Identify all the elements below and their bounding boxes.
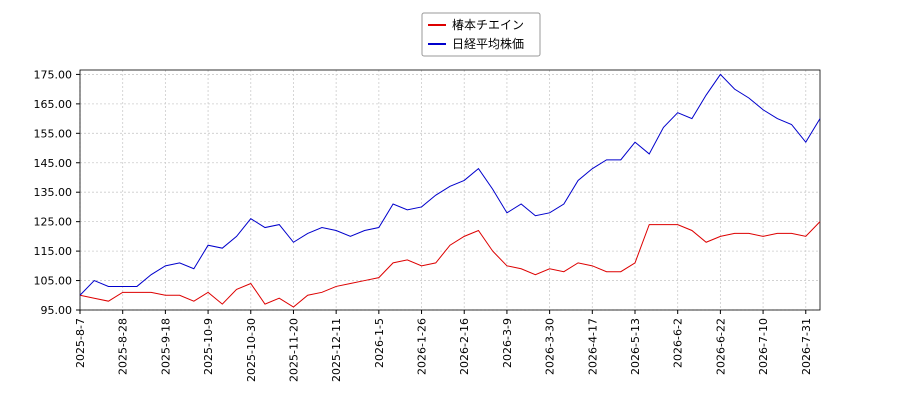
y-tick-label: 125.00	[34, 216, 73, 229]
x-tick-label: 2025-11-20	[287, 318, 300, 382]
x-tick-label: 2026-5-13	[629, 318, 642, 375]
x-tick-label: 2026-1-26	[416, 318, 429, 375]
y-tick-label: 115.00	[34, 245, 73, 258]
x-tick-label: 2025-12-11	[330, 318, 343, 382]
x-tick-label: 2026-4-17	[586, 318, 599, 375]
series-line	[79, 221, 821, 308]
x-tick-label: 2026-6-2	[672, 318, 685, 368]
y-tick-label: 155.00	[34, 127, 73, 140]
x-tick-label: 2026-2-16	[458, 318, 471, 375]
y-tick-label: 105.00	[34, 275, 73, 288]
y-tick-label: 175.00	[34, 68, 73, 81]
x-tick-label: 2025-10-9	[202, 318, 215, 375]
x-tick-label: 2026-3-30	[544, 318, 557, 375]
series-line	[79, 73, 821, 296]
x-tick-label: 2026-6-22	[714, 318, 727, 375]
x-tick-label: 2025-8-7	[74, 318, 87, 368]
legend-label: 日経平均株価	[452, 36, 524, 51]
x-tick-label: 2026-7-31	[800, 318, 813, 375]
y-tick-label: 95.00	[41, 304, 73, 317]
legend-box	[421, 12, 541, 57]
x-tick-label: 2026-3-9	[501, 318, 514, 368]
x-tick-label: 2026-7-10	[757, 318, 770, 375]
x-tick-label: 2025-9-18	[159, 318, 172, 375]
y-tick-label: 165.00	[34, 98, 73, 111]
legend-label: 椿本チエイン	[452, 18, 524, 32]
x-tick-label: 2026-1-5	[373, 318, 386, 368]
x-tick-label: 2025-8-28	[117, 318, 130, 375]
y-tick-label: 135.00	[34, 186, 73, 199]
plot-frame	[79, 69, 821, 311]
x-tick-label: 2025-10-30	[245, 318, 258, 382]
y-tick-label: 145.00	[34, 157, 73, 170]
